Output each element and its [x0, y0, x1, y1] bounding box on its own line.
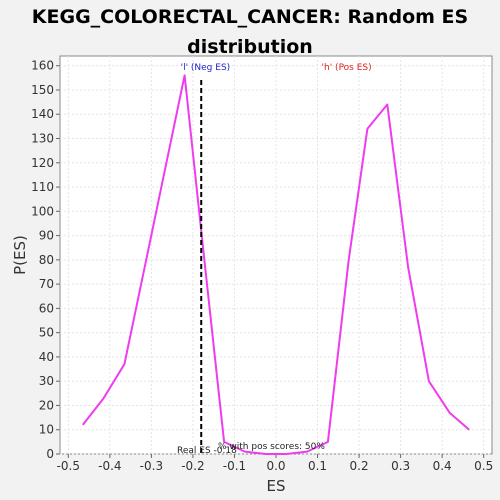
x-tick-label: 0.4 [433, 459, 452, 473]
x-axis-label: ES [267, 477, 286, 495]
y-tick-label: 30 [39, 374, 54, 388]
neg-es-label: 'l' (Neg ES) [181, 63, 231, 73]
y-tick-label: 150 [31, 83, 54, 97]
y-tick-label: 90 [39, 229, 54, 243]
pos-es-label: 'h' (Pos ES) [322, 63, 372, 73]
real-es-label: Real ES -0.18 [177, 446, 237, 456]
y-axis-label: P(ES) [11, 235, 29, 275]
y-tick-label: 10 [39, 423, 54, 437]
y-tick-label: 110 [31, 180, 54, 194]
x-tick-label: -0.5 [57, 459, 80, 473]
chart-title-line-2: distribution [187, 36, 313, 58]
y-tick-label: 130 [31, 132, 54, 146]
x-tick-label: 0.3 [391, 459, 410, 473]
x-tick-label: 0.2 [350, 459, 369, 473]
y-tick-label: 50 [39, 326, 54, 340]
y-tick-label: 60 [39, 301, 54, 315]
x-tick-label: -0.3 [140, 459, 163, 473]
chart-title: KEGG_COLORECTAL_CANCER: Random ES distri… [0, 2, 500, 62]
x-tick-label: -0.1 [223, 459, 246, 473]
y-tick-label: 20 [39, 398, 54, 412]
series-line [82, 74, 470, 455]
y-tick-label: 80 [39, 253, 54, 267]
y-tick-label: 120 [31, 156, 54, 170]
y-tick-label: 70 [39, 277, 54, 291]
series-layer [82, 74, 470, 455]
chart-title-line-1: KEGG_COLORECTAL_CANCER: Random ES [31, 6, 469, 28]
x-tick-label: -0.2 [181, 459, 204, 473]
y-tick-label: 40 [39, 350, 54, 364]
x-tick-label: -0.4 [98, 459, 121, 473]
grid-lines [60, 56, 492, 455]
y-tick-label: 100 [31, 204, 54, 218]
y-tick-label: 0 [46, 447, 54, 461]
plot-area [59, 55, 493, 455]
pos-scores-label: % with pos scores: 50% [218, 442, 325, 452]
x-tick-label: 0.1 [308, 459, 327, 473]
y-tick-label: 140 [31, 107, 54, 121]
x-tick-label: 0.5 [474, 459, 493, 473]
y-tick-label: 160 [31, 59, 54, 73]
axes: -0.5 -0.4 -0.3 -0.2 -0.1 0.0 0.1 0.2 0.3 0.4 0.5 0 1… [31, 59, 493, 473]
x-tick-label: 0.0 [266, 459, 285, 473]
